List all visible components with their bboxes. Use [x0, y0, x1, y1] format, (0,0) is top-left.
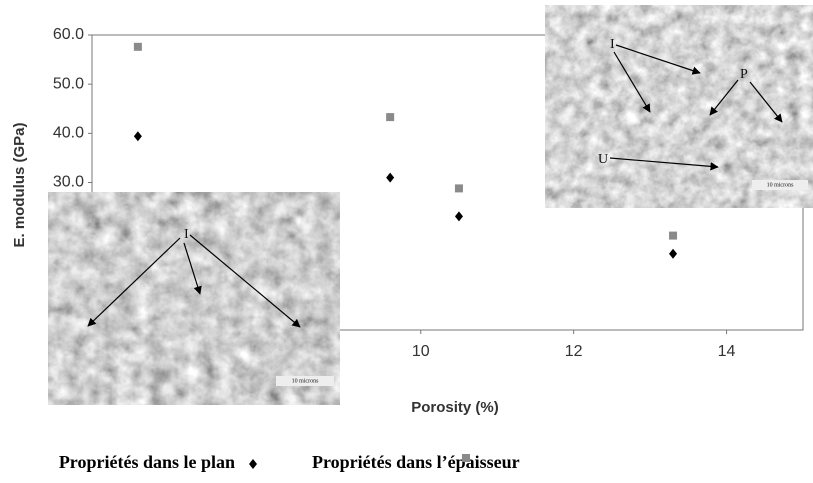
inset-label: U	[598, 152, 608, 167]
legend-label: Propriétés dans l’épaisseur	[312, 452, 520, 472]
point	[454, 184, 463, 193]
inset-label: I	[610, 37, 615, 52]
point	[669, 231, 678, 240]
x-tick-label: 10	[412, 343, 430, 360]
scale-label: 10 microns	[767, 182, 794, 188]
legend-label: Propriétés dans le plan	[59, 452, 235, 472]
y-tick-label: 50.0	[53, 75, 84, 92]
x-axis-label: Porosity (%)	[411, 399, 499, 416]
scale-label: 10 microns	[292, 378, 319, 384]
point	[386, 172, 395, 183]
inset-label: P	[740, 67, 748, 82]
inset-label: I	[184, 227, 189, 242]
y-tick-label: 60.0	[53, 26, 84, 43]
inset-right: I P U 10 microns	[545, 5, 813, 208]
y-axis-label: E. modulus (GPa)	[11, 122, 28, 247]
x-tick-label: 12	[565, 343, 583, 360]
legend-marker	[462, 454, 470, 462]
point	[133, 131, 142, 142]
point	[669, 248, 678, 259]
point	[133, 42, 142, 51]
legend-marker	[249, 459, 257, 469]
point	[454, 211, 463, 222]
point	[386, 113, 395, 122]
x-tick-label: 14	[718, 343, 736, 360]
y-tick-label: 30.0	[53, 174, 84, 191]
inset-left: I 10 microns	[48, 192, 340, 405]
y-tick-label: 40.0	[53, 125, 84, 142]
